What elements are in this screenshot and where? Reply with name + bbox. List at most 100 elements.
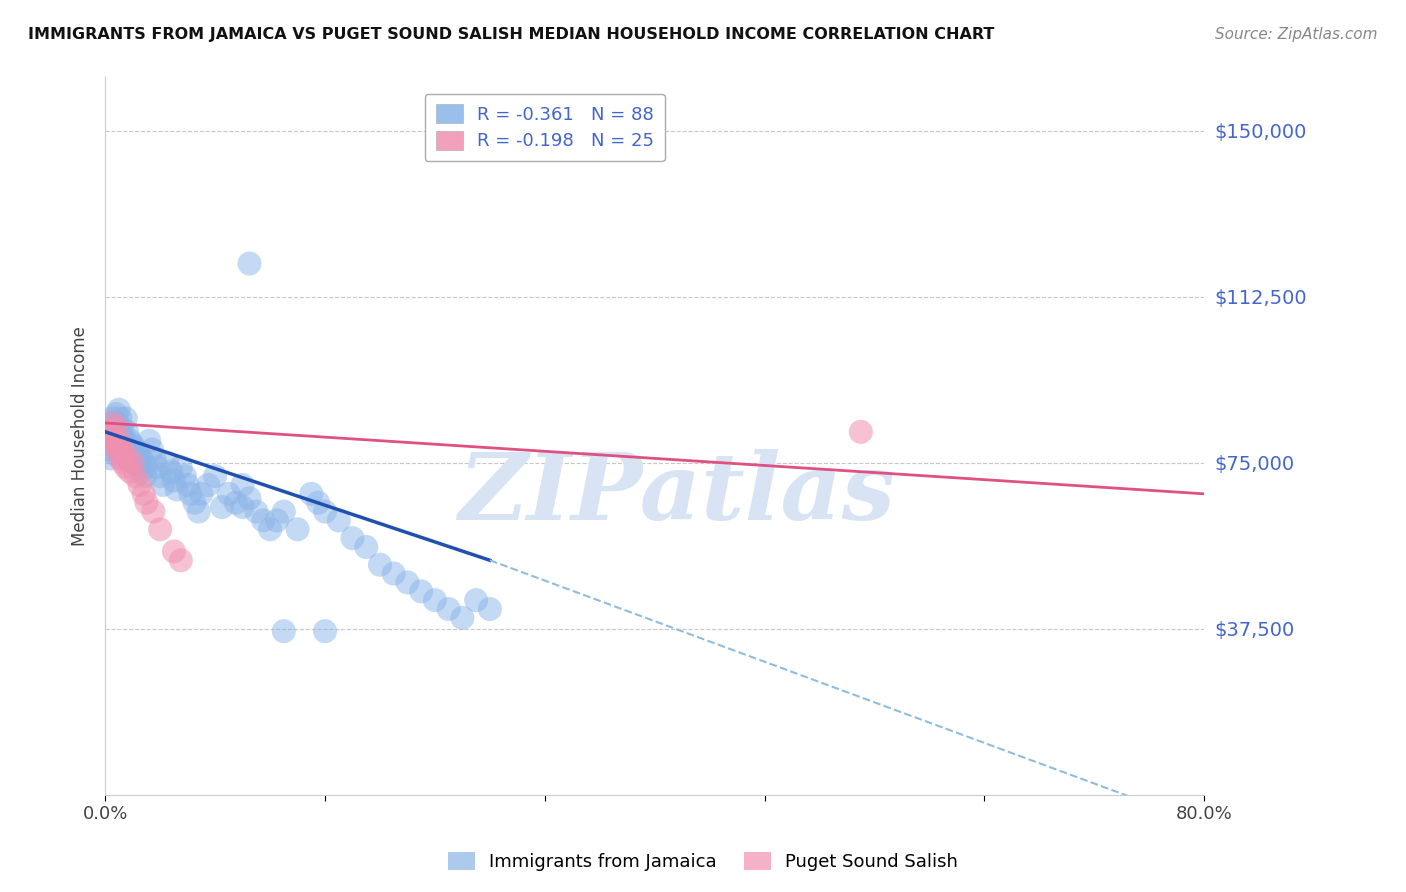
Point xyxy=(225,496,247,510)
Point xyxy=(103,429,125,443)
Point xyxy=(111,442,134,457)
Point xyxy=(197,478,219,492)
Point xyxy=(163,474,186,488)
Point xyxy=(100,434,122,448)
Point xyxy=(465,593,488,607)
Point xyxy=(273,624,295,639)
Point xyxy=(101,416,124,430)
Point xyxy=(114,460,136,475)
Point xyxy=(118,465,141,479)
Point xyxy=(114,438,136,452)
Point xyxy=(132,487,155,501)
Point xyxy=(149,469,172,483)
Point xyxy=(183,496,205,510)
Point xyxy=(135,496,157,510)
Point xyxy=(396,575,419,590)
Point xyxy=(124,469,146,483)
Point xyxy=(211,500,233,515)
Point xyxy=(107,416,129,430)
Point xyxy=(156,456,179,470)
Point xyxy=(134,469,156,483)
Point xyxy=(252,513,274,527)
Point xyxy=(190,487,212,501)
Point xyxy=(849,425,872,439)
Point xyxy=(104,447,127,461)
Point xyxy=(112,456,135,470)
Point xyxy=(245,504,267,518)
Point xyxy=(160,465,183,479)
Point xyxy=(104,420,127,434)
Point xyxy=(108,402,131,417)
Point xyxy=(354,540,377,554)
Point xyxy=(238,256,260,270)
Point xyxy=(105,429,128,443)
Point xyxy=(101,434,124,448)
Point xyxy=(128,460,150,475)
Point xyxy=(107,442,129,457)
Point xyxy=(124,442,146,457)
Point xyxy=(299,487,322,501)
Point xyxy=(125,456,148,470)
Point xyxy=(127,447,149,461)
Point xyxy=(118,434,141,448)
Point xyxy=(122,451,145,466)
Point xyxy=(179,487,201,501)
Point xyxy=(98,425,121,439)
Point xyxy=(478,602,501,616)
Point xyxy=(129,451,152,466)
Point xyxy=(114,447,136,461)
Point xyxy=(142,504,165,518)
Text: IMMIGRANTS FROM JAMAICA VS PUGET SOUND SALISH MEDIAN HOUSEHOLD INCOME CORRELATIO: IMMIGRANTS FROM JAMAICA VS PUGET SOUND S… xyxy=(28,27,994,42)
Point xyxy=(120,447,142,461)
Point xyxy=(238,491,260,506)
Point xyxy=(98,442,121,457)
Point xyxy=(101,416,124,430)
Point xyxy=(128,478,150,492)
Point xyxy=(259,522,281,536)
Point xyxy=(100,451,122,466)
Point xyxy=(103,438,125,452)
Point xyxy=(174,469,197,483)
Point xyxy=(166,483,188,497)
Point xyxy=(115,451,138,466)
Legend: R = -0.361   N = 88, R = -0.198   N = 25: R = -0.361 N = 88, R = -0.198 N = 25 xyxy=(425,94,665,161)
Point xyxy=(110,411,132,425)
Point xyxy=(149,522,172,536)
Point xyxy=(218,487,240,501)
Point xyxy=(97,434,120,448)
Point xyxy=(131,465,153,479)
Point xyxy=(368,558,391,572)
Point xyxy=(138,434,160,448)
Point xyxy=(104,438,127,452)
Point xyxy=(112,429,135,443)
Point xyxy=(141,442,163,457)
Point xyxy=(232,478,254,492)
Point xyxy=(115,425,138,439)
Point xyxy=(287,522,309,536)
Y-axis label: Median Household Income: Median Household Income xyxy=(72,326,89,546)
Point xyxy=(273,504,295,518)
Point xyxy=(170,460,193,475)
Point xyxy=(204,469,226,483)
Point xyxy=(423,593,446,607)
Point xyxy=(114,411,136,425)
Point xyxy=(328,513,350,527)
Point xyxy=(382,566,405,581)
Point xyxy=(121,438,143,452)
Point xyxy=(266,513,288,527)
Point xyxy=(111,420,134,434)
Point xyxy=(105,407,128,421)
Point xyxy=(187,504,209,518)
Point xyxy=(103,411,125,425)
Point xyxy=(232,500,254,515)
Text: ZIPatlas: ZIPatlas xyxy=(458,449,896,539)
Point xyxy=(146,460,169,475)
Point xyxy=(163,544,186,558)
Legend: Immigrants from Jamaica, Puget Sound Salish: Immigrants from Jamaica, Puget Sound Sal… xyxy=(440,845,966,879)
Point xyxy=(152,478,174,492)
Point xyxy=(100,425,122,439)
Point xyxy=(114,434,136,448)
Point xyxy=(110,434,132,448)
Point xyxy=(117,442,139,457)
Point xyxy=(112,447,135,461)
